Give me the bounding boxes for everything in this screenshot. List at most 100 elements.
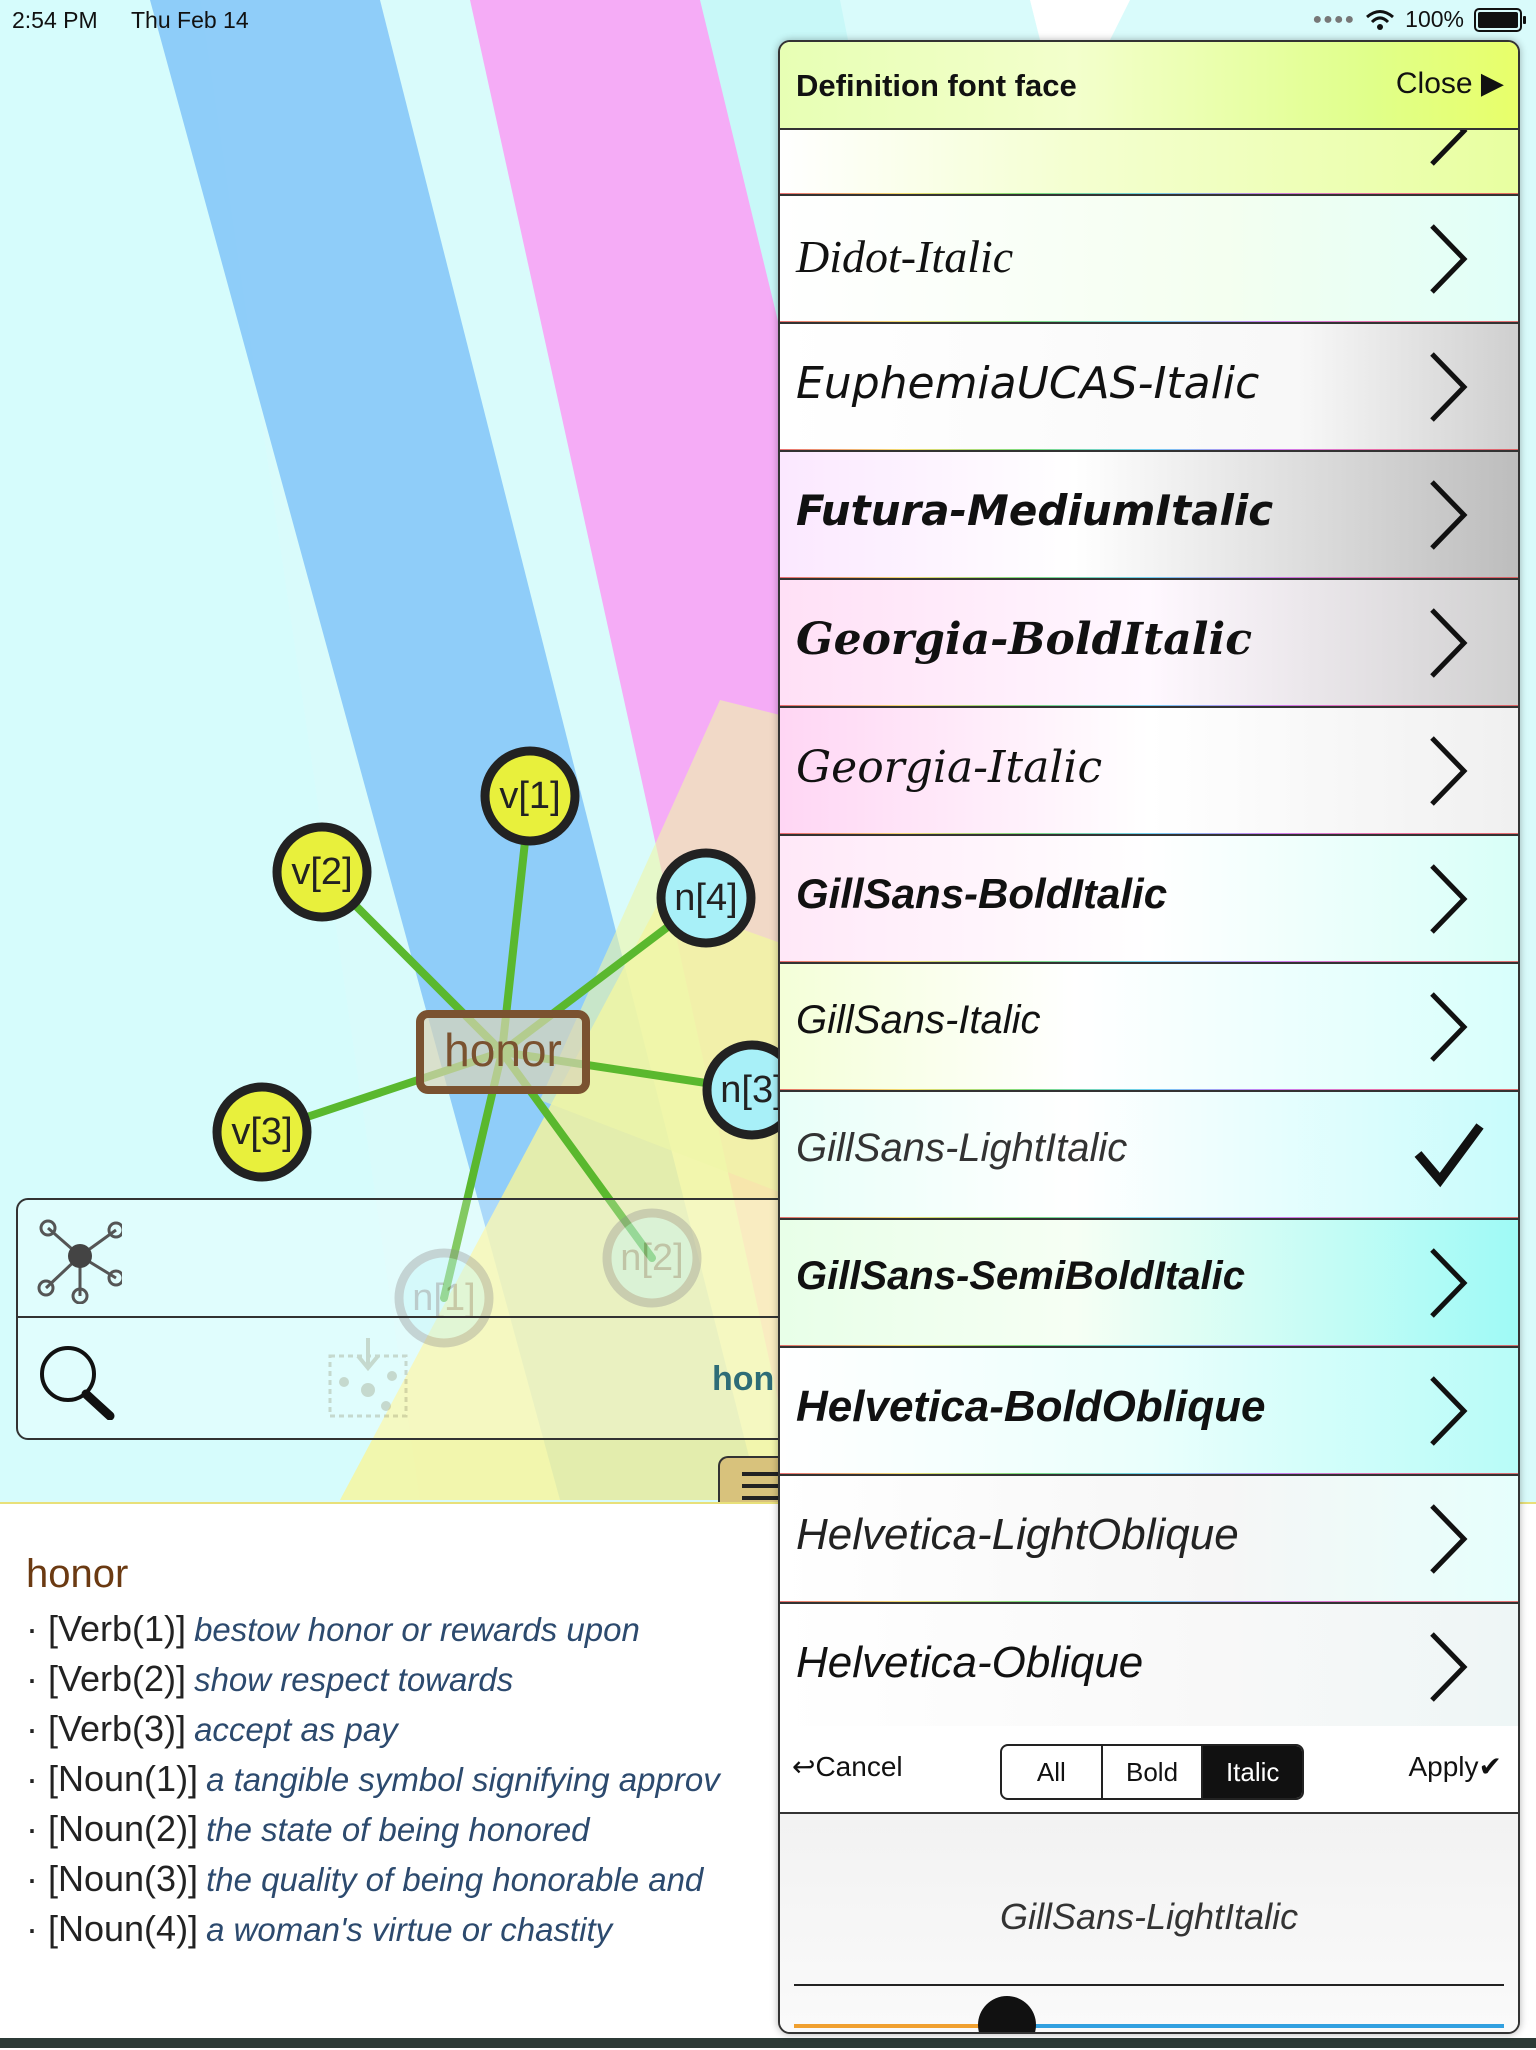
- definition-list: · [Verb(1)] bestow honor or rewards upon …: [26, 1608, 720, 1958]
- row-color-rule: [780, 1601, 1518, 1602]
- font-row[interactable]: Helvetica-LightOblique: [780, 1476, 1518, 1604]
- font-row-name: Helvetica-Oblique: [796, 1638, 1144, 1687]
- font-row-name: Helvetica-BoldOblique: [796, 1382, 1266, 1431]
- font-row[interactable]: Didot-Italic: [780, 196, 1518, 324]
- row-color-rule: [780, 961, 1518, 962]
- search-panel: hon: [16, 1198, 820, 1440]
- svg-text:v[3]: v[3]: [231, 1111, 292, 1153]
- font-preview: GillSans-LightItalic: [780, 1814, 1518, 2032]
- graph-node-n1[interactable]: n[1]: [394, 1248, 494, 1348]
- font-list[interactable]: CourierNewPS-ItalicMT Didot-Italic Euphemi…: [780, 130, 1518, 1766]
- chevron-right-icon: [1430, 224, 1468, 294]
- word-graph[interactable]: v[1] v[2] v[3] n[4] n[3] n[2] n[1] honor: [0, 700, 800, 1400]
- row-color-rule: [780, 705, 1518, 706]
- font-row[interactable]: Helvetica-BoldOblique: [780, 1348, 1518, 1476]
- menu-icon: [742, 1472, 780, 1500]
- font-filter-segmented[interactable]: All Bold Italic: [1000, 1744, 1304, 1800]
- chevron-right-icon: [1430, 480, 1468, 550]
- font-row[interactable]: CourierNewPS-ItalicMT: [780, 130, 1518, 196]
- svg-text:n[1]: n[1]: [412, 1277, 475, 1319]
- row-color-rule: [780, 1089, 1518, 1090]
- wifi-icon: [1366, 9, 1395, 30]
- checkmark-icon: [1414, 1123, 1484, 1188]
- battery-percent: 100%: [1405, 6, 1464, 32]
- row-color-rule: [780, 449, 1518, 450]
- font-row-name: Futura-MediumItalic: [796, 486, 1274, 535]
- chevron-right-icon: [1430, 608, 1468, 678]
- font-row[interactable]: Georgia-Italic: [780, 708, 1518, 836]
- font-row[interactable]: Helvetica-Oblique: [780, 1604, 1518, 1732]
- graph-center-node[interactable]: honor: [416, 1010, 590, 1094]
- search-icon[interactable]: [32, 1340, 122, 1420]
- font-row-name: GillSans-SemiBoldItalic: [796, 1254, 1246, 1298]
- font-row[interactable]: GillSans-LightItalic: [780, 1092, 1518, 1220]
- slider-track-min: [794, 2024, 1007, 2028]
- definition-item[interactable]: · [Verb(3)] accept as pay: [26, 1708, 398, 1749]
- chevron-right-icon: [1430, 736, 1468, 806]
- font-row[interactable]: EuphemiaUCAS-Italic: [780, 324, 1518, 452]
- row-color-rule: [780, 1217, 1518, 1218]
- apply-button[interactable]: Apply✔: [1408, 1751, 1502, 1782]
- font-picker-panel: Definition font face Close ▶ CourierNewP…: [778, 40, 1520, 2034]
- network-icon[interactable]: [32, 1214, 122, 1304]
- bottom-strip: [0, 2038, 1536, 2048]
- definition-item[interactable]: · [Verb(1)] bestow honor or rewards upon: [26, 1608, 640, 1649]
- row-color-rule: [780, 1473, 1518, 1474]
- graph-node-v1[interactable]: v[1]: [480, 746, 580, 846]
- font-row-name: Helvetica-LightOblique: [796, 1510, 1239, 1559]
- graph-node-n2[interactable]: n[2]: [602, 1208, 702, 1308]
- graph-node-n4[interactable]: n[4]: [656, 848, 756, 948]
- signal-dots-icon: ●●●●: [1312, 10, 1356, 28]
- definition-headword: honor: [26, 1552, 129, 1596]
- preview-sample-text: GillSans-LightItalic: [999, 1896, 1299, 1937]
- font-row-name: EuphemiaUCAS-Italic: [796, 358, 1260, 409]
- font-size-slider[interactable]: [794, 1996, 1504, 2032]
- svg-text:v[2]: v[2]: [291, 851, 352, 893]
- row-color-rule: [780, 577, 1518, 578]
- row-color-rule: [780, 193, 1518, 194]
- chevron-right-icon: [1430, 1504, 1468, 1574]
- status-date: Thu Feb 14: [131, 7, 249, 33]
- font-row[interactable]: Georgia-BoldItalic: [780, 580, 1518, 708]
- row-color-rule: [780, 833, 1518, 834]
- graph-node-v3[interactable]: v[3]: [212, 1082, 312, 1182]
- definition-item[interactable]: · [Noun(4)] a woman's virtue or chastity: [26, 1908, 613, 1949]
- preview-divider: [794, 1984, 1504, 1986]
- status-right: ●●●● 100%: [1312, 6, 1526, 33]
- slider-thumb[interactable]: [978, 1996, 1036, 2032]
- import-graph-icon[interactable]: [326, 1336, 412, 1422]
- row-color-rule: [780, 1345, 1518, 1346]
- definition-item[interactable]: · [Noun(2)] the state of being honored: [26, 1808, 590, 1849]
- svg-text:n[2]: n[2]: [620, 1237, 683, 1279]
- font-row[interactable]: GillSans-SemiBoldItalic: [780, 1220, 1518, 1348]
- font-row-name: GillSans-LightItalic: [796, 1126, 1128, 1170]
- cancel-button[interactable]: ↩Cancel: [792, 1751, 903, 1782]
- close-button[interactable]: Close ▶: [1395, 67, 1504, 100]
- chevron-right-icon: [1430, 1248, 1468, 1318]
- definition-item[interactable]: · [Noun(1)] a tangible symbol signifying …: [26, 1758, 720, 1799]
- row-color-rule: [780, 321, 1518, 322]
- font-row[interactable]: Futura-MediumItalic: [780, 452, 1518, 580]
- chevron-right-icon: [1430, 1632, 1468, 1702]
- toolbox-divider: [18, 1316, 818, 1318]
- font-picker-header: Definition font face Close ▶: [780, 42, 1518, 130]
- status-time: 2:54 PM: [12, 7, 98, 33]
- font-row-name: Didot-Italic: [796, 231, 1014, 282]
- panel-title: Definition font face: [796, 68, 1077, 103]
- font-row[interactable]: GillSans-BoldItalic: [780, 836, 1518, 964]
- svg-text:n[4]: n[4]: [674, 877, 737, 919]
- definition-item[interactable]: · [Verb(2)] show respect towards: [26, 1658, 514, 1699]
- battery-icon: [1474, 7, 1526, 32]
- graph-node-v2[interactable]: v[2]: [272, 822, 372, 922]
- search-query-text[interactable]: hon: [712, 1360, 775, 1398]
- filter-all[interactable]: All: [1002, 1746, 1103, 1798]
- font-picker-controls: ↩Cancel All Bold Italic Apply✔: [780, 1726, 1518, 1814]
- status-bar: 2:54 PM Thu Feb 14 ●●●● 100%: [0, 0, 1536, 40]
- filter-italic[interactable]: Italic: [1203, 1746, 1302, 1798]
- svg-text:honor: honor: [444, 1024, 562, 1076]
- definition-item[interactable]: · [Noun(3)] the quality of being honorabl…: [26, 1858, 704, 1899]
- font-row[interactable]: GillSans-Italic: [780, 964, 1518, 1092]
- filter-bold[interactable]: Bold: [1103, 1746, 1204, 1798]
- chevron-right-icon: [1430, 352, 1468, 422]
- chevron-right-icon: [1430, 130, 1468, 166]
